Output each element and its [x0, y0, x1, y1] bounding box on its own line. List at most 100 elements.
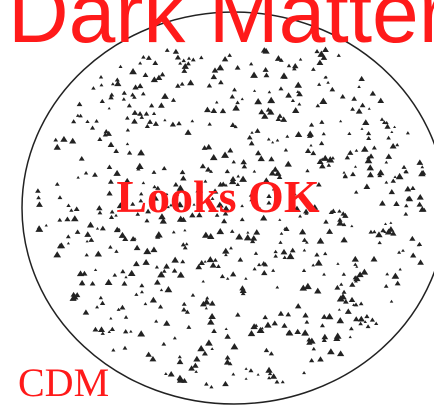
particle — [263, 72, 270, 78]
particle — [152, 120, 159, 126]
particle — [164, 285, 173, 293]
particle — [298, 228, 307, 235]
particle — [293, 205, 301, 212]
particle — [420, 165, 425, 169]
particle — [403, 170, 408, 174]
particle — [151, 111, 157, 116]
particle — [277, 310, 285, 316]
particle — [379, 117, 385, 121]
particle — [366, 130, 372, 136]
particle — [325, 312, 334, 320]
particle — [393, 125, 397, 129]
particle — [285, 330, 292, 335]
particle — [374, 321, 379, 325]
particle — [56, 243, 64, 249]
particle — [256, 373, 260, 376]
particle — [280, 116, 288, 122]
particle — [285, 311, 292, 317]
particle — [377, 97, 385, 104]
caption: Looks OK — [116, 171, 319, 222]
particle — [86, 221, 95, 228]
particle — [291, 63, 299, 69]
particle — [83, 170, 89, 175]
particle — [268, 156, 275, 162]
particle — [330, 156, 335, 160]
particle — [303, 208, 310, 214]
particle — [278, 240, 283, 244]
particle — [182, 245, 188, 250]
particle — [211, 188, 219, 194]
particle — [204, 106, 211, 113]
particle — [180, 259, 186, 264]
particle — [145, 351, 152, 357]
particle — [142, 72, 149, 78]
particle — [71, 119, 77, 124]
particle — [249, 195, 258, 202]
particle — [248, 140, 255, 146]
particle — [401, 248, 405, 252]
particle — [380, 227, 386, 233]
particle — [377, 240, 382, 245]
particle — [262, 262, 269, 267]
particle — [353, 262, 358, 266]
particle — [286, 63, 292, 68]
particle — [148, 103, 155, 108]
particle — [214, 100, 219, 104]
particle — [203, 179, 208, 183]
particle — [339, 119, 343, 123]
particle — [417, 259, 424, 265]
particle — [317, 50, 326, 57]
particle — [112, 272, 118, 277]
particle — [246, 231, 250, 234]
particle — [129, 329, 133, 333]
particle — [337, 319, 342, 323]
particle — [323, 219, 329, 224]
particle — [383, 284, 389, 288]
particle — [315, 103, 321, 108]
particle — [180, 216, 187, 222]
particle — [337, 209, 342, 213]
particle — [209, 169, 214, 173]
particle — [195, 263, 203, 270]
particle — [274, 170, 282, 176]
particle — [274, 379, 280, 384]
particle — [147, 119, 153, 124]
particle — [57, 217, 63, 222]
particle — [199, 55, 204, 60]
particle — [294, 303, 302, 309]
particle — [214, 213, 220, 217]
particle — [73, 206, 80, 212]
particle — [161, 341, 167, 346]
particle — [69, 137, 77, 144]
particle — [205, 296, 210, 300]
particle — [211, 67, 219, 73]
particle — [137, 149, 145, 156]
particle — [250, 131, 254, 134]
particle — [280, 72, 288, 79]
particle — [161, 268, 167, 273]
particle — [389, 221, 393, 224]
particle — [266, 200, 272, 205]
particle — [231, 159, 236, 164]
particle — [185, 61, 191, 66]
particle — [384, 180, 389, 184]
particle — [188, 365, 195, 371]
particle — [390, 230, 397, 236]
particle — [298, 214, 303, 218]
particle — [181, 307, 187, 312]
particle — [223, 358, 231, 365]
particle — [298, 57, 303, 61]
particle — [186, 56, 192, 60]
particle — [304, 319, 310, 324]
particle — [264, 321, 272, 328]
particle — [139, 115, 145, 119]
particle — [66, 241, 70, 245]
particle — [302, 312, 309, 318]
particle — [258, 109, 265, 115]
particle — [360, 268, 369, 275]
particle — [314, 259, 323, 266]
particle — [266, 193, 272, 199]
particle — [231, 201, 235, 205]
particle — [203, 260, 207, 263]
particle — [172, 48, 180, 54]
